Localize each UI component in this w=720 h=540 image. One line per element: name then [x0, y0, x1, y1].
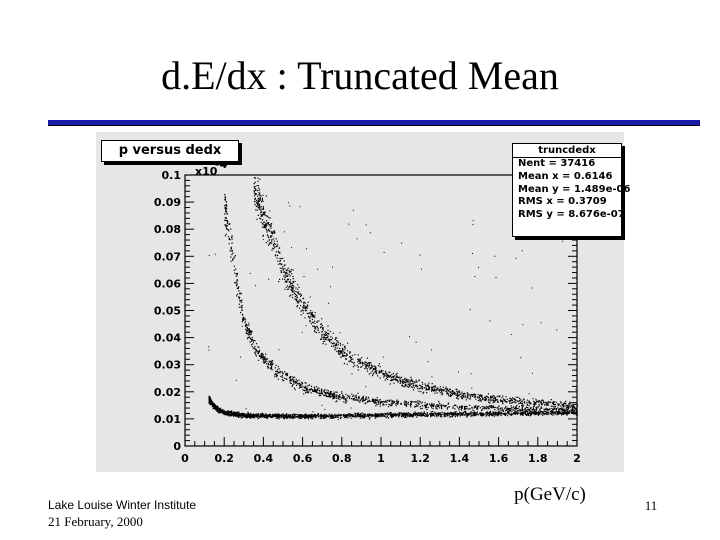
x-tick-label: 1 — [377, 452, 385, 465]
slide-title: d.E/dx : Truncated Mean — [161, 53, 559, 98]
x-tick-label: 1.4 — [450, 452, 470, 465]
x-axis-title: p(GeV/c) — [514, 484, 586, 505]
stats-box-name: truncdedx — [513, 144, 621, 158]
y-tick-label: 0.08 — [154, 223, 181, 236]
histogram-title: p versus dedx — [101, 140, 239, 162]
x-tick-label: 0.2 — [214, 452, 234, 465]
stat-mean-y: Mean y = 1.489e-06 — [518, 183, 631, 195]
axes-layer: 0 0.2 0.4 0.6 0.8 1 1.2 1.4 1.6 1.8 2 0 0.01 0.02 0.03… — [154, 158, 581, 465]
band-0-markers — [208, 395, 578, 420]
y-tick-label: 0.04 — [154, 332, 181, 345]
data-points-layer — [208, 177, 578, 420]
x-tick-label: 0.4 — [254, 452, 274, 465]
x-tick-label: 0.8 — [332, 452, 352, 465]
x-tick-label: 0 — [181, 452, 189, 465]
stat-entries: Nent = 37416 — [518, 158, 596, 169]
x-tick-label: 1.2 — [410, 452, 430, 465]
title-divider — [48, 120, 700, 126]
stat-rms-y: RMS y = 8.676e-07 — [518, 209, 625, 221]
y-tick-label: 0.01 — [154, 413, 181, 426]
y-tick-label: 0.05 — [154, 305, 181, 318]
y-tick-label: 0.1 — [162, 169, 182, 182]
x-tick-label: 0.6 — [293, 452, 313, 465]
x-tick-label: 2 — [573, 452, 581, 465]
x-tick-label: 1.8 — [528, 452, 548, 465]
x-tick-label: 1.6 — [489, 452, 509, 465]
y-multiplier-label: x10 — [195, 165, 218, 178]
y-tick-label: 0.02 — [154, 386, 181, 399]
y-tick-label: 0.09 — [154, 196, 181, 209]
stats-box: truncdedx Nent = 37416 Mean x = 0.6146 M… — [512, 143, 631, 237]
y-tick-label: 0.03 — [154, 359, 181, 372]
band-0-points — [208, 395, 578, 420]
y-tick-label: 0 — [173, 440, 181, 453]
stat-mean-x: Mean x = 0.6146 — [518, 170, 613, 182]
page-number: 11 — [644, 498, 658, 513]
stat-rms-x: RMS x = 0.3709 — [518, 196, 607, 208]
footer-date: 21 February, 2000 — [48, 514, 143, 529]
y-tick-label: 0.06 — [154, 277, 181, 290]
y-tick-label: 0.07 — [154, 250, 181, 263]
footer-event: Lake Louise Winter Institute — [48, 498, 197, 512]
